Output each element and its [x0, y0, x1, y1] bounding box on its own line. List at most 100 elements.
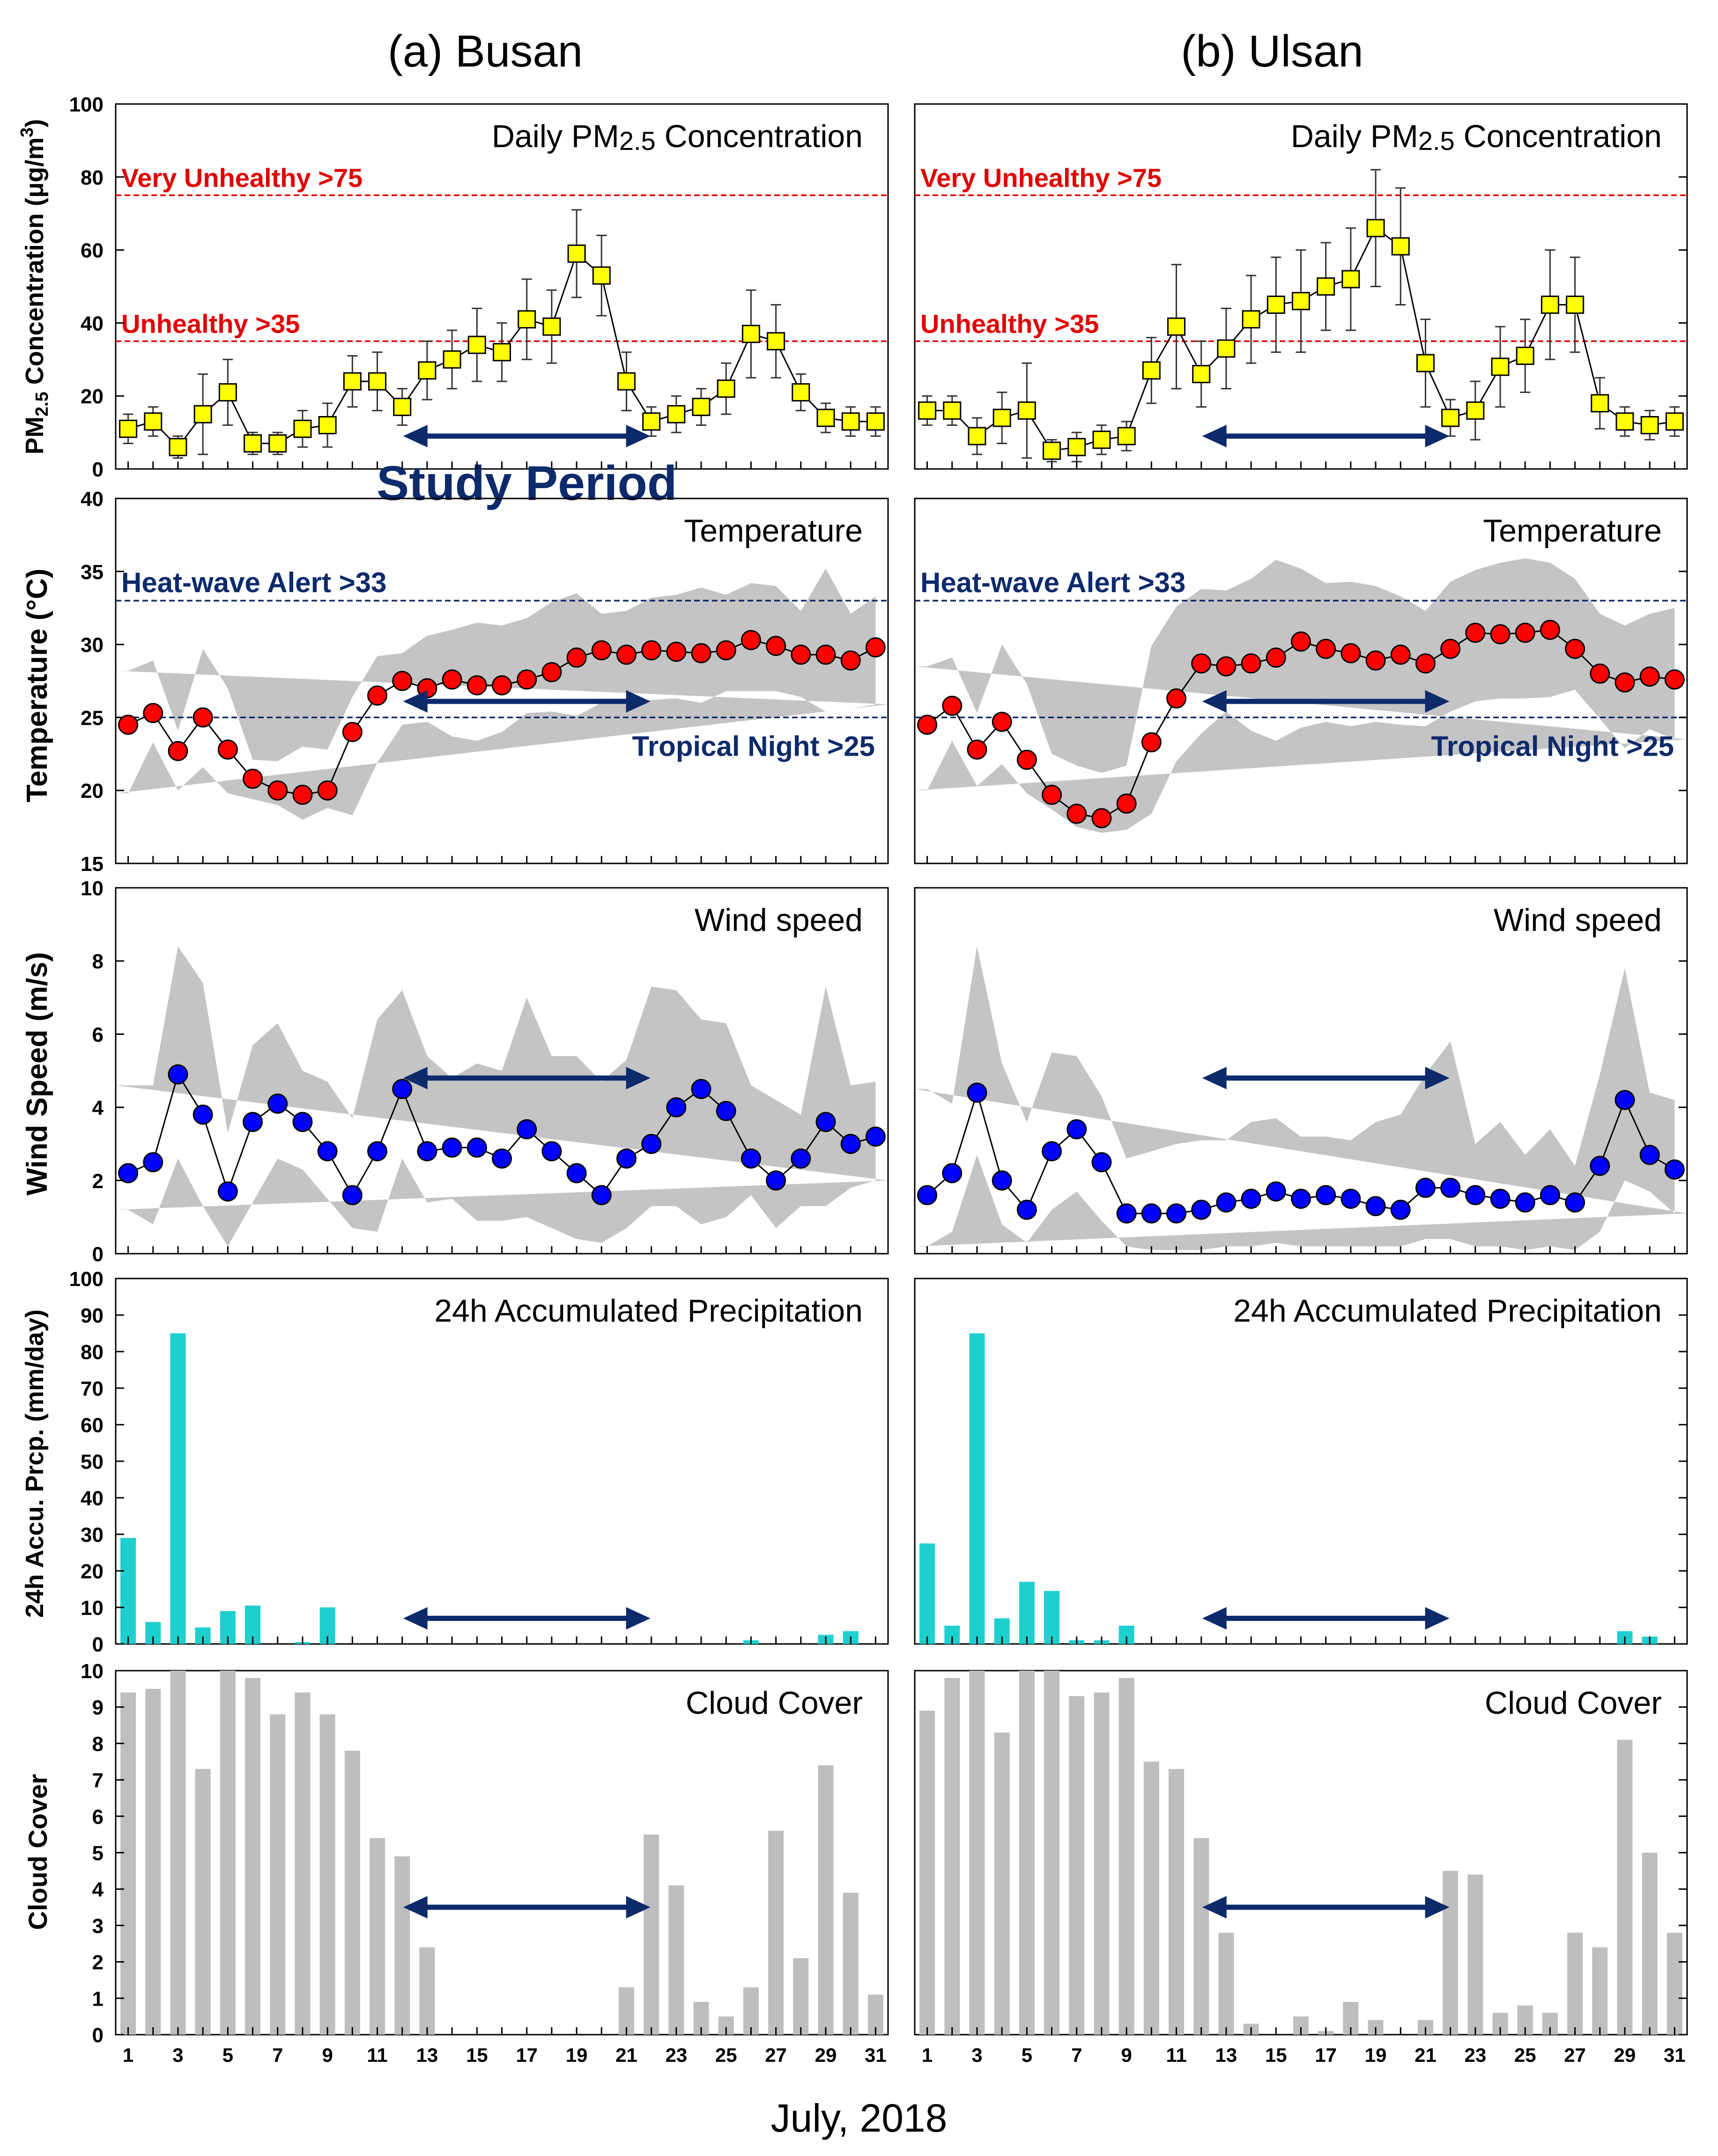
- data-point: [591, 640, 612, 661]
- data-point: [343, 372, 362, 391]
- bar: [1118, 1678, 1134, 2035]
- data-point: [1266, 647, 1286, 668]
- study-period-arrowhead: [626, 424, 651, 447]
- data-point: [1241, 1189, 1261, 1209]
- x-tick-label: 23: [1464, 2044, 1486, 2066]
- y-axis-label-pm25: PM2.5 Concentration (μg/m3): [17, 119, 52, 454]
- data-point: [1614, 672, 1635, 693]
- data-point: [1091, 808, 1112, 828]
- bar: [919, 1543, 935, 1644]
- data-point: [342, 1185, 363, 1205]
- data-point: [1316, 1185, 1336, 1205]
- study-period-arrowhead: [626, 1607, 651, 1630]
- y-tick-label: 2: [92, 1170, 104, 1193]
- x-tick-label: 19: [566, 2044, 588, 2066]
- data-point: [244, 434, 262, 453]
- y-tick-label: 40: [81, 1487, 104, 1510]
- data-point: [642, 412, 661, 431]
- data-point: [169, 438, 187, 456]
- data-point: [517, 669, 537, 690]
- data-point: [1016, 1199, 1037, 1220]
- data-point: [1042, 785, 1062, 805]
- panel-temperature-ulsan: Heat-wave Alert >33 Tropical Night >25 Tem…: [914, 498, 1688, 864]
- data-point: [1365, 650, 1386, 671]
- y-tick-label: 7: [92, 1769, 104, 1792]
- data-point: [143, 1152, 163, 1173]
- data-point: [1216, 656, 1237, 677]
- x-tick-label: 29: [1614, 2044, 1636, 2066]
- x-tick-label: 13: [1215, 2044, 1237, 2066]
- data-point: [1017, 401, 1036, 420]
- data-point: [1565, 639, 1585, 659]
- x-tick-label: 11: [1166, 2044, 1186, 2066]
- data-point: [392, 1079, 413, 1100]
- data-point: [1217, 339, 1236, 358]
- bar: [1567, 1933, 1583, 2035]
- data-point: [1142, 361, 1161, 380]
- data-point: [1466, 401, 1485, 420]
- data-point: [368, 372, 387, 391]
- x-tick-label: 27: [765, 2044, 787, 2066]
- panel-pm25-ulsan: Very Unhealthy >75 Unhealthy >35 Daily PM2…: [914, 103, 1688, 470]
- data-point: [691, 1079, 711, 1100]
- data-point: [1066, 1119, 1087, 1139]
- y-axis-label-temperature: Temperature (°C): [21, 568, 53, 802]
- data-point: [865, 1126, 886, 1147]
- x-tick-label: 11: [367, 2044, 387, 2066]
- data-point: [342, 722, 363, 743]
- study-period-arrowhead: [1425, 1067, 1450, 1090]
- bar: [344, 1750, 360, 2035]
- data-point: [841, 412, 860, 431]
- bar: [743, 1987, 759, 2035]
- data-point: [968, 427, 986, 446]
- study-period-arrowhead: [1202, 1607, 1227, 1630]
- data-point: [243, 1112, 263, 1132]
- data-point: [1516, 347, 1534, 365]
- x-tick-label: 1: [123, 2044, 133, 2066]
- y-tick-label: 6: [92, 1806, 104, 1829]
- data-point: [442, 669, 462, 690]
- data-point: [1614, 1090, 1635, 1110]
- data-point: [766, 636, 786, 656]
- data-point: [815, 1112, 836, 1132]
- panel-title: Cloud Cover: [1485, 1685, 1662, 1721]
- panel-precip-busan: 24h Accumulated Precipitation 0 10 20 30 40 50…: [69, 1268, 889, 1656]
- data-point: [1066, 803, 1087, 824]
- y-tick-label: 10: [81, 1597, 104, 1620]
- bar: [1019, 1582, 1035, 1644]
- data-point: [992, 409, 1011, 427]
- data-point: [816, 409, 835, 427]
- data-point: [492, 1148, 512, 1169]
- data-point: [1291, 631, 1311, 652]
- study-period-arrowhead: [403, 1896, 428, 1919]
- bar: [245, 1678, 261, 2035]
- panel-title-part: Concentration: [1455, 119, 1662, 154]
- bar: [394, 1856, 410, 2035]
- data-point: [717, 379, 735, 398]
- data-point: [292, 785, 313, 805]
- data-point: [1317, 277, 1335, 296]
- x-tick-label: 1: [922, 2044, 933, 2066]
- panel-wind-busan: Wind speed 0 2 4 6 8 10: [81, 877, 889, 1266]
- y-tick-label: 100: [69, 1268, 104, 1291]
- data-point: [815, 644, 836, 665]
- y-tick-label: 20: [81, 1560, 104, 1583]
- y-tick-label: 90: [81, 1304, 104, 1327]
- data-point: [1191, 1199, 1212, 1220]
- panel-wind-ulsan: Wind speed: [914, 887, 1688, 1255]
- panel-title: Cloud Cover: [686, 1685, 863, 1721]
- panel-precip-ulsan: 24h Accumulated Precipitation: [914, 1278, 1688, 1645]
- data-point: [392, 671, 413, 691]
- panel-title: 24h Accumulated Precipitation: [1233, 1293, 1662, 1329]
- data-point: [417, 1141, 437, 1161]
- threshold-label: Heat-wave Alert >33: [121, 567, 386, 598]
- x-tick-label: 15: [466, 2044, 488, 2066]
- y-tick-label: 10: [81, 1660, 104, 1683]
- data-point: [168, 1064, 188, 1085]
- data-point: [1540, 619, 1560, 640]
- study-period-arrowhead: [1202, 690, 1227, 713]
- data-point: [118, 714, 139, 735]
- data-point: [1664, 669, 1685, 690]
- bar: [1443, 1871, 1459, 2035]
